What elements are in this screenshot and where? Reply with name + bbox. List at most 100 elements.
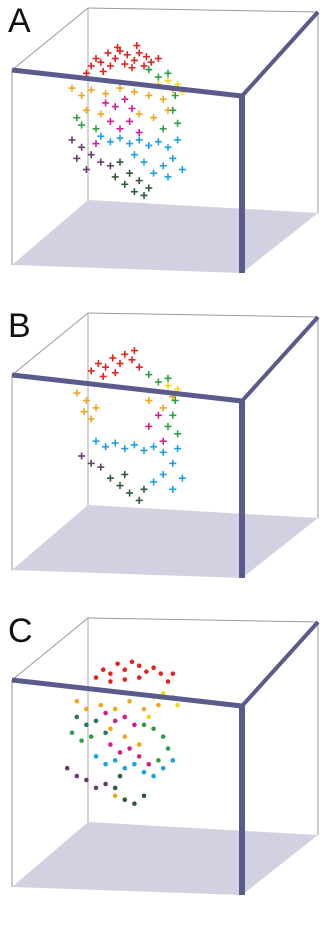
data-point-red bbox=[136, 675, 142, 680]
data-point-red bbox=[104, 49, 112, 57]
data-point-green bbox=[141, 722, 147, 728]
data-point-red bbox=[170, 671, 176, 676]
data-point-darkgreen bbox=[140, 485, 148, 493]
box-edge-back-top bbox=[87, 312, 319, 318]
box-edge-top-right bbox=[240, 10, 320, 98]
data-point-blue bbox=[159, 162, 167, 170]
data-point-red bbox=[135, 49, 143, 57]
box-edge-top-right bbox=[240, 315, 320, 403]
scatter-points bbox=[64, 659, 180, 806]
data-point-blue bbox=[102, 443, 110, 451]
data-point-darkgreen bbox=[145, 184, 153, 192]
data-point-purple bbox=[97, 158, 105, 166]
data-point-green bbox=[169, 411, 177, 419]
data-point-red bbox=[144, 669, 149, 674]
data-point-green bbox=[174, 119, 182, 127]
box-floor bbox=[12, 505, 318, 578]
data-point-orange bbox=[136, 742, 142, 747]
data-point-blue bbox=[130, 151, 138, 159]
data-point-magenta bbox=[102, 99, 110, 107]
data-point-green bbox=[69, 730, 75, 736]
data-point-yellow bbox=[175, 702, 180, 708]
data-point-blue bbox=[106, 138, 114, 146]
data-point-red bbox=[97, 58, 105, 66]
data-point-orange bbox=[82, 106, 90, 114]
box-front-edges bbox=[11, 10, 320, 273]
data-point-orange bbox=[130, 88, 138, 96]
data-point-blue bbox=[103, 761, 108, 767]
data-point-darkgreen bbox=[140, 191, 148, 199]
data-point-yellow bbox=[164, 77, 172, 85]
data-point-green bbox=[154, 378, 162, 386]
data-point-darkgreen bbox=[121, 471, 129, 478]
data-point-green bbox=[164, 374, 172, 382]
data-point-magenta bbox=[106, 117, 114, 125]
data-point-blue bbox=[93, 754, 99, 759]
data-point-green bbox=[154, 73, 162, 81]
panel-label-b: B bbox=[8, 307, 31, 345]
data-point-magenta bbox=[108, 742, 113, 747]
box-edge-front-top bbox=[11, 677, 243, 709]
data-point-darkgreen bbox=[132, 801, 137, 806]
data-point-blue bbox=[150, 478, 158, 486]
data-point-blue bbox=[164, 173, 172, 181]
data-point-magenta bbox=[136, 754, 142, 759]
panel-c: C bbox=[0, 610, 323, 927]
data-point-blue bbox=[170, 758, 176, 763]
data-point-magenta bbox=[103, 710, 108, 716]
data-point-purple bbox=[106, 162, 114, 170]
data-point-blue bbox=[140, 158, 148, 166]
data-point-blue bbox=[169, 459, 177, 467]
data-point-blue bbox=[150, 443, 158, 451]
data-point-orange bbox=[112, 706, 118, 712]
data-point-orange bbox=[92, 404, 100, 412]
data-point-orange bbox=[80, 408, 88, 416]
data-point-red bbox=[109, 354, 117, 362]
data-point-green bbox=[169, 106, 177, 114]
data-point-orange bbox=[87, 415, 95, 423]
box-edge-top-left bbox=[11, 7, 89, 71]
data-point-orange bbox=[82, 397, 90, 404]
data-point-red bbox=[82, 69, 90, 77]
data-point-red bbox=[99, 372, 107, 380]
data-point-red bbox=[142, 53, 150, 61]
data-point-red bbox=[154, 55, 162, 62]
data-point-darkgreen bbox=[116, 482, 124, 490]
data-point-blue bbox=[174, 136, 182, 144]
data-point-orange bbox=[97, 110, 105, 118]
data-point-red bbox=[128, 356, 136, 364]
data-point-red bbox=[122, 667, 128, 672]
data-point-magenta bbox=[132, 722, 137, 728]
data-point-red bbox=[158, 671, 164, 676]
data-point-green bbox=[164, 422, 172, 430]
panel-b: B bbox=[0, 305, 323, 610]
data-point-purple bbox=[87, 151, 95, 159]
data-point-purple bbox=[103, 781, 108, 787]
data-point-orange bbox=[116, 84, 124, 92]
data-point-red bbox=[116, 47, 124, 55]
data-point-magenta bbox=[121, 95, 129, 103]
data-point-red bbox=[106, 62, 114, 70]
data-point-red bbox=[114, 43, 122, 51]
data-point-red bbox=[116, 360, 124, 367]
data-point-red bbox=[151, 665, 156, 671]
data-point-blue bbox=[116, 134, 124, 142]
data-point-green bbox=[92, 125, 100, 133]
data-point-darkgreen bbox=[111, 173, 119, 181]
data-point-red bbox=[133, 42, 141, 50]
data-point-darkgreen bbox=[130, 188, 138, 196]
data-point-magenta bbox=[92, 140, 100, 148]
data-point-red bbox=[92, 55, 100, 62]
data-point-darkgreen bbox=[135, 177, 143, 185]
data-point-blue bbox=[164, 143, 172, 151]
data-point-teal bbox=[74, 714, 80, 720]
data-point-magenta bbox=[127, 746, 132, 751]
data-point-orange bbox=[98, 702, 104, 708]
data-point-orange bbox=[84, 706, 89, 712]
box-edge-top-right bbox=[240, 620, 320, 708]
data-point-green bbox=[165, 746, 171, 751]
data-point-blue bbox=[159, 448, 167, 456]
data-point-darkgreen bbox=[135, 496, 143, 504]
data-point-magenta bbox=[146, 761, 152, 767]
data-point-purple bbox=[64, 765, 70, 771]
